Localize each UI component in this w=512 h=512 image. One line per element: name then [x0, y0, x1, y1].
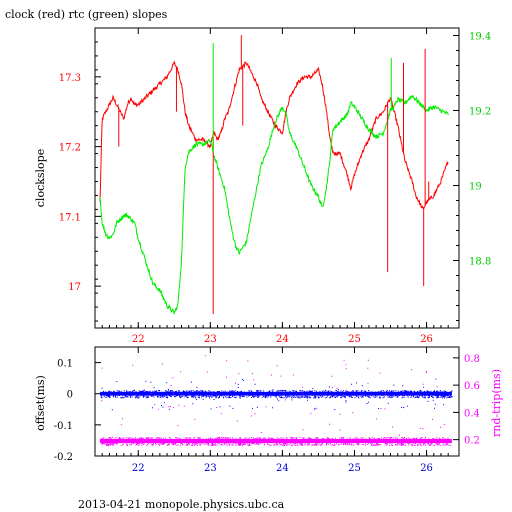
- offset-panel: 22 23 24 25 26 -0.2 -0.1 0 0.1 0.2 0.4 0.6 0.8 off…: [34, 346, 503, 474]
- slopes-panel: 22 23 24 25 26 17 17.1 17.2 17.3 18.8 19 19.2 19.4…: [34, 27, 491, 345]
- y-tick-label: 0: [67, 390, 73, 401]
- y-tick-label: -0.2: [54, 452, 73, 463]
- y-tick-label: 17: [68, 282, 81, 293]
- x-tick-label: 24: [276, 463, 289, 474]
- slopes-plot-frame: [94, 27, 460, 329]
- y2-tick-label: 0.4: [464, 408, 480, 419]
- rndtrip-axis-label: rnd-trip(ms): [490, 369, 503, 437]
- y2-tick-label: 18.8: [469, 257, 491, 268]
- y-tick-label: 0.1: [57, 359, 73, 370]
- offset-plot-frame: [94, 346, 460, 457]
- y-tick-label: 17.2: [59, 143, 81, 154]
- slopes-series-group: [99, 34, 449, 315]
- offset-x-ticks: 22 23 24 25 26: [101, 347, 449, 474]
- offset-left-ticks: -0.2 -0.1 0 0.1: [54, 359, 101, 463]
- slopes-right-ticks: 18.8 19 19.2 19.4: [453, 32, 491, 321]
- x-tick-label: 22: [132, 463, 145, 474]
- band-offset: [100, 391, 452, 396]
- y-tick-label: 17.3: [59, 73, 81, 84]
- band-rnd-trip: [100, 438, 452, 444]
- clockslope-axis-label: clockslope: [34, 149, 47, 207]
- y2-tick-label: 19.4: [469, 32, 491, 43]
- x-tick-label: 24: [276, 334, 289, 345]
- y2-tick-label: 19: [469, 182, 482, 193]
- rndtrip-right-ticks: 0.2 0.4 0.6 0.8: [453, 354, 480, 447]
- offset-axis-label: offset(ms): [34, 375, 47, 431]
- y2-tick-label: 19.2: [469, 107, 491, 118]
- series-line-rtc: [99, 94, 449, 315]
- figure-title: clock (red) rtc (green) slopes: [5, 8, 168, 21]
- y-tick-label: 17.1: [59, 212, 81, 223]
- x-tick-label: 26: [420, 463, 433, 474]
- y2-tick-label: 0.8: [464, 354, 480, 365]
- x-tick-label: 25: [348, 463, 361, 474]
- footer-text: 2013-04-21 monopole.physics.ubc.ca: [78, 498, 285, 511]
- slopes-x-ticks: 22 23 24 25 26: [101, 28, 449, 345]
- y-tick-label: -0.1: [54, 421, 73, 432]
- x-tick-label: 23: [204, 334, 217, 345]
- x-tick-label: 25: [348, 334, 361, 345]
- x-tick-label: 26: [420, 334, 433, 345]
- slopes-left-ticks: 17 17.1 17.2 17.3: [59, 41, 101, 322]
- x-tick-label: 23: [204, 463, 217, 474]
- series-line-clock: [99, 60, 449, 210]
- x-tick-label: 22: [132, 334, 145, 345]
- offset-series-group: [100, 355, 453, 447]
- y2-tick-label: 0.6: [464, 381, 480, 392]
- y2-tick-label: 0.2: [464, 436, 480, 447]
